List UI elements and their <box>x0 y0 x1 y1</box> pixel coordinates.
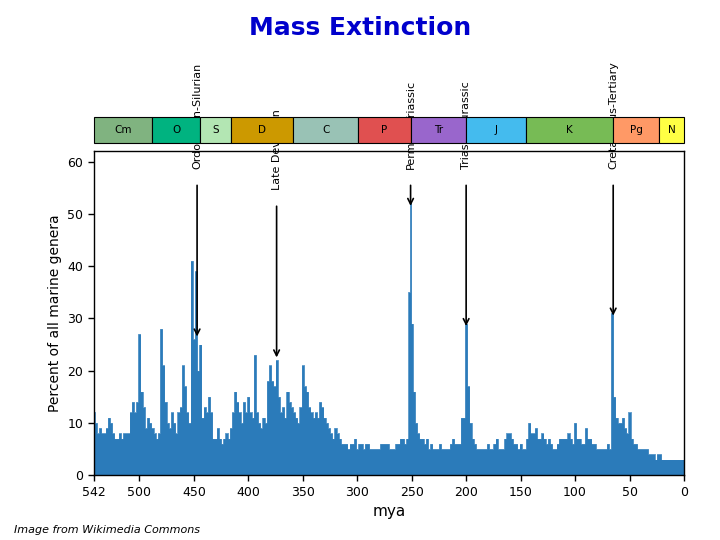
Text: K: K <box>566 125 573 135</box>
Text: D: D <box>258 125 266 135</box>
X-axis label: mya: mya <box>372 504 405 519</box>
Text: C: C <box>322 125 329 135</box>
Text: Cretaceous-Tertiary: Cretaceous-Tertiary <box>608 62 618 170</box>
Text: J: J <box>495 125 498 135</box>
Text: Late Devonian: Late Devonian <box>271 110 282 191</box>
Text: Triassic-Jurassic: Triassic-Jurassic <box>461 82 471 170</box>
Text: Cm: Cm <box>114 125 132 135</box>
Y-axis label: Percent of all marine genera: Percent of all marine genera <box>48 214 62 412</box>
Text: Tr: Tr <box>434 125 443 135</box>
Text: Pg: Pg <box>629 125 642 135</box>
Text: Image from Wikimedia Commons: Image from Wikimedia Commons <box>14 524 200 535</box>
Text: P: P <box>382 125 387 135</box>
Text: Mass Extinction: Mass Extinction <box>249 16 471 40</box>
Text: Permian-Triassic: Permian-Triassic <box>405 80 415 170</box>
Text: S: S <box>212 125 219 135</box>
Text: N: N <box>667 125 675 135</box>
Text: O: O <box>172 125 181 135</box>
Text: Ordovician-Silurian: Ordovician-Silurian <box>192 63 202 170</box>
